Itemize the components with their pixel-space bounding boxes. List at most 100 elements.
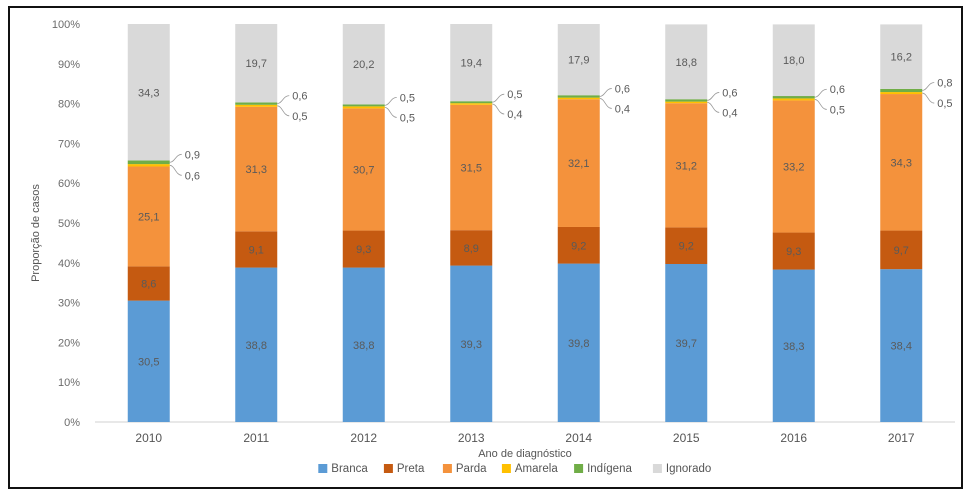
- bar-segment-preta: [235, 231, 278, 268]
- data-label-amarela: 0,5: [830, 104, 845, 116]
- x-tick-label: 2016: [780, 431, 807, 445]
- bar-segment-preta: [772, 232, 815, 270]
- bar-segment-preta: [557, 226, 600, 264]
- bar-segment-parda: [235, 106, 278, 232]
- data-label-amarela: 0,4: [507, 109, 522, 121]
- data-label-indigena: 0,5: [400, 92, 415, 104]
- x-tick-label: 2011: [243, 431, 269, 445]
- data-label: 31,3: [246, 164, 267, 176]
- bar-segment-indígena: [772, 96, 815, 99]
- callout-line: [814, 88, 827, 98]
- data-label: 31,5: [461, 162, 482, 174]
- y-tick-label: 90%: [58, 59, 80, 71]
- bar-segment-ignorado: [880, 24, 923, 89]
- data-label-indigena: 0,6: [292, 91, 307, 103]
- bar-segment-parda: [665, 103, 708, 228]
- y-tick-label: 40%: [58, 258, 80, 270]
- bar-segment-indígena: [665, 99, 708, 102]
- y-tick-label: 30%: [58, 298, 80, 310]
- bar-segment-indígena: [235, 102, 278, 105]
- x-tick-label: 2017: [888, 431, 915, 445]
- bar-segment-branca: [772, 269, 815, 422]
- data-label: 31,2: [676, 160, 697, 172]
- callout-line: [169, 153, 182, 163]
- bar-segment-indígena: [880, 88, 923, 93]
- y-tick-label: 0%: [64, 417, 80, 429]
- data-label: 9,1: [249, 244, 264, 256]
- legend-swatch-ignorado: [652, 464, 662, 473]
- legend-label: Parda: [456, 463, 487, 475]
- bar-segment-amarela: [235, 104, 278, 107]
- data-label: 20,2: [353, 59, 374, 71]
- data-label: 25,1: [138, 211, 159, 223]
- legend-swatch-indígena: [574, 464, 584, 473]
- legend-swatch-amarela: [501, 464, 511, 473]
- data-label-indigena: 0,9: [185, 149, 200, 161]
- callout-line: [384, 96, 397, 106]
- x-tick-label: 2014: [565, 431, 592, 445]
- y-tick-label: 20%: [58, 337, 80, 349]
- callout-line: [922, 92, 935, 104]
- bar-segment-preta: [450, 230, 493, 266]
- bar-segment-parda: [880, 94, 923, 231]
- bar-segment-parda: [557, 99, 600, 227]
- bar-segment-ignorado: [772, 24, 815, 97]
- data-label-amarela: 0,4: [722, 107, 737, 119]
- bar-segment-indígena: [127, 160, 170, 165]
- data-label: 9,7: [894, 245, 909, 257]
- y-tick-label: 10%: [58, 377, 80, 389]
- data-label: 39,7: [676, 338, 697, 350]
- x-axis-title: Ano de diagnóstico: [478, 448, 572, 460]
- data-label: 18,8: [676, 57, 697, 69]
- callout-line: [922, 82, 935, 91]
- bar-segment-indígena: [557, 95, 600, 98]
- bar-segment-amarela: [665, 101, 708, 104]
- data-label: 34,3: [891, 157, 912, 169]
- legend-swatch-branca: [318, 464, 328, 473]
- y-tick-label: 100%: [52, 19, 80, 31]
- bar-segment-branca: [450, 265, 493, 422]
- legend-label: Branca: [331, 463, 368, 475]
- bar-segment-ignorado: [342, 24, 385, 105]
- bar-segment-parda: [772, 100, 815, 233]
- bar-segment-indígena: [450, 101, 493, 104]
- bar-segment-parda: [127, 166, 170, 267]
- data-label: 33,2: [783, 161, 804, 173]
- data-label: 39,8: [568, 338, 589, 350]
- bar-segment-branca: [880, 269, 923, 422]
- bar-segment-ignorado: [665, 24, 708, 100]
- bar-segment-parda: [342, 108, 385, 231]
- data-label-amarela: 0,5: [937, 98, 952, 110]
- data-label: 9,3: [786, 246, 801, 258]
- data-label: 39,3: [461, 339, 482, 351]
- data-label: 32,1: [568, 158, 589, 170]
- bar-segment-amarela: [342, 106, 385, 109]
- bar-segment-ignorado: [450, 24, 493, 102]
- callout-line: [814, 99, 827, 110]
- bar-segment-amarela: [450, 103, 493, 105]
- data-label-amarela: 0,4: [615, 103, 630, 115]
- data-label: 9,2: [571, 240, 586, 252]
- legend-swatch-preta: [383, 464, 393, 473]
- data-label-indigena: 0,6: [615, 83, 630, 95]
- bar-segment-branca: [342, 267, 385, 422]
- y-tick-label: 50%: [58, 218, 80, 230]
- bar-segment-amarela: [127, 164, 170, 167]
- callout-line: [707, 102, 720, 113]
- data-label: 18,0: [783, 55, 804, 67]
- data-label: 16,2: [891, 52, 912, 64]
- callout-line: [277, 105, 290, 117]
- data-label: 19,7: [246, 58, 267, 70]
- chart-frame: 0% 10% 20% 30% 40% 50% 60% 70% 80% 90% 100% 30,5 8,6…: [8, 6, 963, 489]
- data-label-indigena: 0,8: [937, 77, 952, 89]
- data-label: 30,7: [353, 164, 374, 176]
- bar-segment-preta: [342, 230, 385, 268]
- y-tick-label: 80%: [58, 99, 80, 111]
- x-tick-label: 2015: [673, 431, 700, 445]
- x-tick-label: 2013: [458, 431, 485, 445]
- stacked-bar-chart: 0% 10% 20% 30% 40% 50% 60% 70% 80% 90% 100% 30,5 8,6…: [30, 19, 955, 475]
- callout-line: [384, 106, 397, 118]
- bar-segment-ignorado: [557, 24, 600, 96]
- bar-segment-parda: [450, 104, 493, 231]
- bar-segment-branca: [665, 263, 708, 422]
